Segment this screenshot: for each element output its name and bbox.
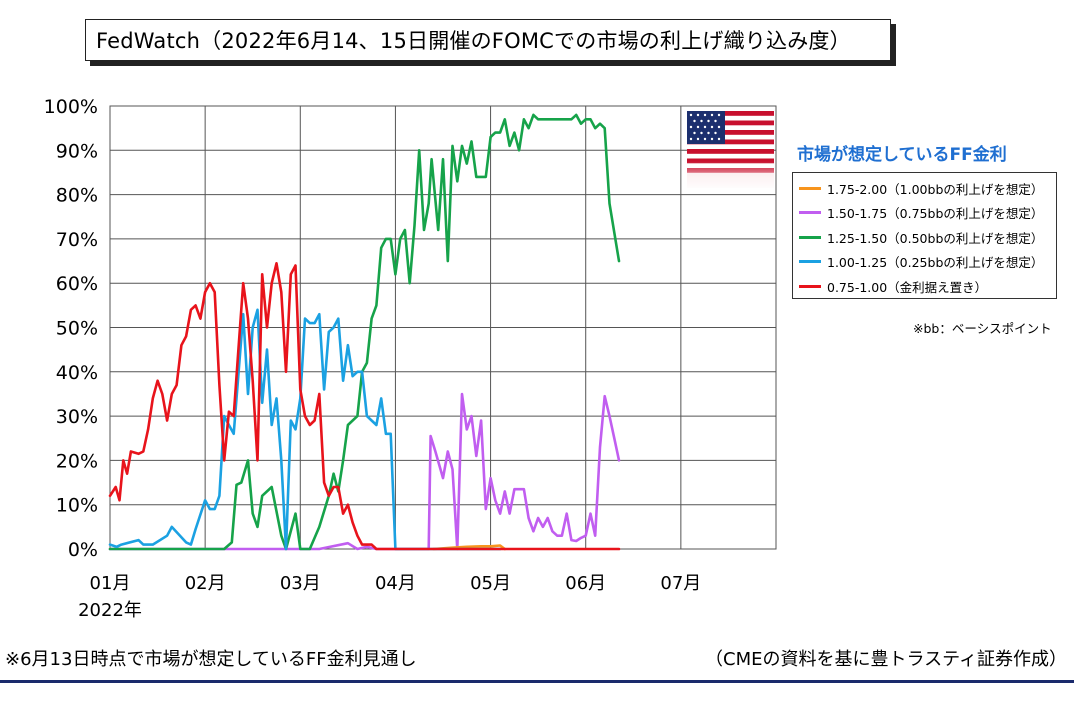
x-year-label: 2022年 xyxy=(78,600,142,621)
legend-item: 1.25-1.50（0.50bbの利上げを想定） xyxy=(793,225,1056,250)
x-tick-label: 02月 xyxy=(185,573,226,594)
y-tick-label: 70% xyxy=(56,229,98,251)
y-tick-label: 40% xyxy=(56,362,98,384)
legend-label: 0.75-1.00（金利据え置き） xyxy=(827,279,988,295)
x-tick-label: 05月 xyxy=(470,573,511,594)
legend-label: 1.25-1.50（0.50bbの利上げを想定） xyxy=(827,230,1044,246)
series-line xyxy=(108,261,621,551)
legend-label: 1.75-2.00（1.00bbの利上げを想定） xyxy=(827,181,1044,197)
us-flag-icon xyxy=(687,111,774,188)
x-tick-label: 03月 xyxy=(280,573,321,594)
legend-item: 1.75-2.00（1.00bbの利上げを想定） xyxy=(793,176,1056,201)
y-tick-label: 20% xyxy=(56,450,98,472)
legend-swatch xyxy=(799,260,821,264)
x-tick-label: 01月 xyxy=(90,573,131,594)
footnote-bb: ※bb：ベーシスポイント xyxy=(913,321,1052,336)
chart-title-box: FedWatch（2022年6月14、15日開催のFOMCでの市場の利上げ織り込… xyxy=(85,19,891,61)
legend-label: 1.00-1.25（0.25bbの利上げを想定） xyxy=(827,255,1044,271)
legend-swatch xyxy=(799,235,821,239)
footer-divider xyxy=(0,680,1074,683)
chart-title: FedWatch（2022年6月14、15日開催のFOMCでの市場の利上げ織り込… xyxy=(96,29,851,53)
y-tick-label: 10% xyxy=(56,495,98,517)
legend-item: 1.00-1.25（0.25bbの利上げを想定） xyxy=(793,250,1056,275)
y-tick-label: 50% xyxy=(56,318,98,340)
y-tick-label: 100% xyxy=(44,96,98,118)
y-tick-label: 0% xyxy=(68,539,98,561)
footer-note: ※6月13日時点で市場が想定しているFF金利見通し xyxy=(5,649,417,670)
legend: 1.75-2.00（1.00bbの利上げを想定） 1.50-1.75（0.75b… xyxy=(792,172,1057,299)
legend-item: 0.75-1.00（金利据え置き） xyxy=(793,274,1056,299)
x-tick-label: 07月 xyxy=(660,573,701,594)
legend-swatch xyxy=(799,211,821,215)
legend-item: 1.50-1.75（0.75bbの利上げを想定） xyxy=(793,201,1056,226)
legend-swatch xyxy=(799,284,821,288)
y-tick-label: 60% xyxy=(56,273,98,295)
series-line xyxy=(108,113,621,551)
legend-swatch xyxy=(799,186,821,190)
x-tick-label: 04月 xyxy=(375,573,416,594)
x-tick-label: 06月 xyxy=(565,573,606,594)
y-tick-label: 30% xyxy=(56,406,98,428)
legend-title: 市場が想定しているFF金利 xyxy=(797,145,1007,165)
footer-source: （CMEの資料を基に豊トラスティ証券作成） xyxy=(705,649,1068,670)
y-tick-label: 80% xyxy=(56,185,98,207)
legend-label: 1.50-1.75（0.75bbの利上げを想定） xyxy=(827,206,1044,222)
y-tick-label: 90% xyxy=(56,140,98,162)
